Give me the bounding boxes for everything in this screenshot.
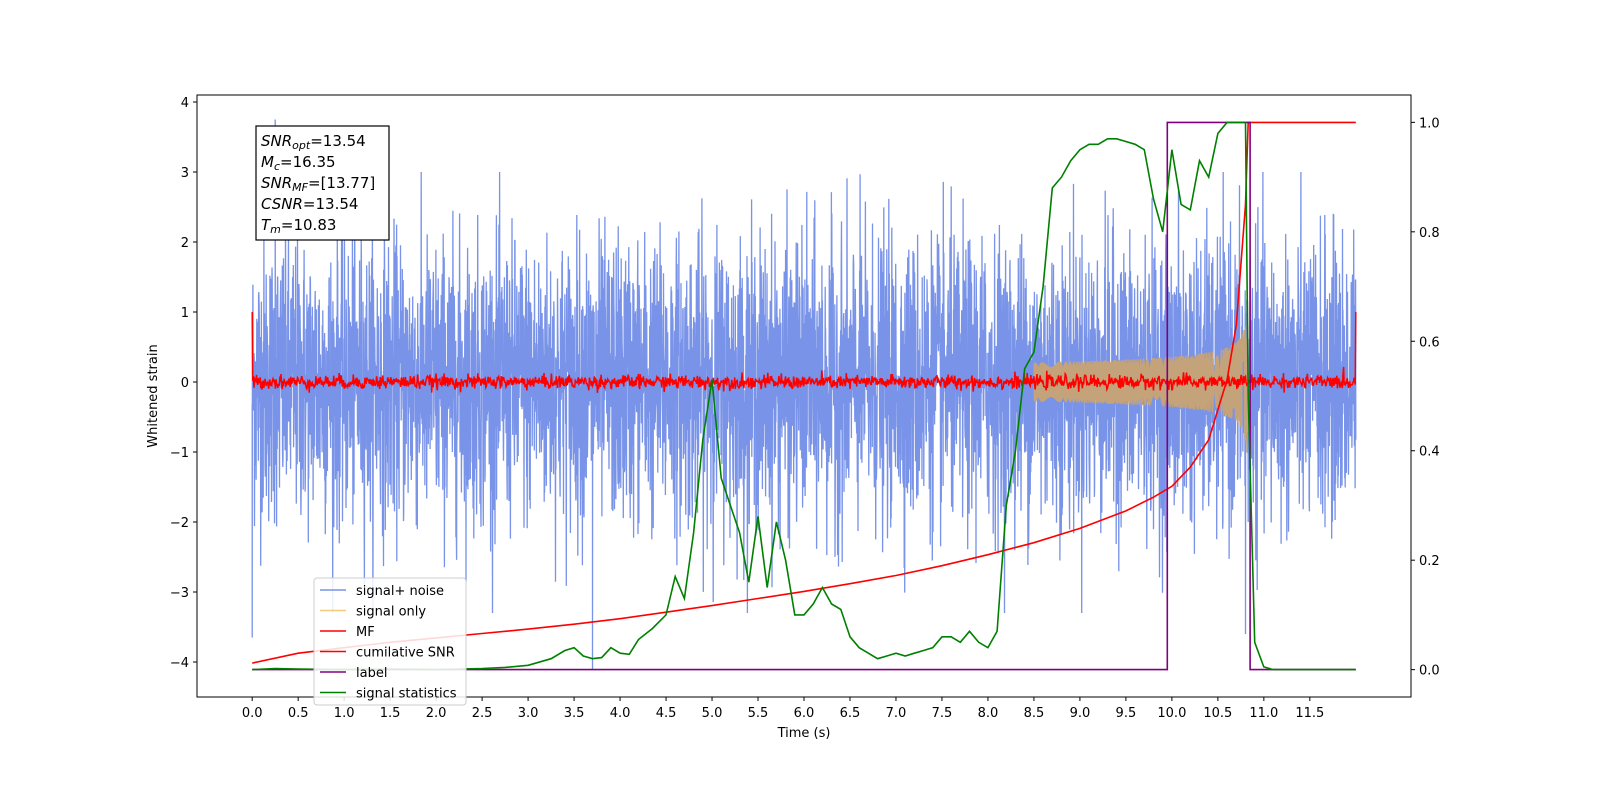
series-signal-noise-line (251, 119, 1357, 670)
x-tick-label: 6.0 (794, 706, 815, 721)
x-tick-label: 11.5 (1295, 706, 1324, 721)
y2-tick-label: 0.4 (1419, 445, 1440, 460)
x-tick-label: 5.5 (748, 706, 769, 721)
x-tick-label: 10.0 (1157, 706, 1186, 721)
annotation-line: Mc=16.35 (261, 153, 336, 173)
x-tick-label: 4.5 (656, 706, 677, 721)
annotation-box: SNRopt=13.54Mc=16.35SNRMF=[13.77]CSNR=13… (255, 125, 390, 241)
y2-tick-label: 0.6 (1419, 335, 1440, 350)
annotation-line: CSNR=13.54 (261, 195, 358, 213)
annotation-frame (255, 125, 390, 241)
x-tick-label: 5.0 (702, 706, 723, 721)
x-tick-label: 2.0 (426, 706, 447, 721)
y2-tick-label: 0.2 (1419, 554, 1440, 569)
x-tick-label: 8.0 (978, 706, 999, 721)
legend-frame (313, 577, 467, 706)
legend: signal+ noise signal only MF cumilative SNR… (313, 577, 467, 706)
x-tick-label: 8.5 (1024, 706, 1045, 721)
series-mf-line (251, 311, 1357, 393)
x-axis-label: Time (s) (777, 726, 831, 741)
legend-label: signal statistics (356, 687, 457, 702)
x-tick-label: 7.5 (932, 706, 953, 721)
x-tick-label: 3.5 (564, 706, 585, 721)
legend-label: MF (356, 625, 375, 640)
y-tick-label: 0 (181, 376, 189, 391)
x-tick-label: 6.5 (840, 706, 861, 721)
x-tick-label: 3.0 (518, 706, 539, 721)
axis-layer: 0.0 0.5 1.0 1.5 2.0 2.5 3.0 3.5 4.0 4.5 5.0 5.5 6.0 6… (170, 96, 1440, 721)
y-tick-label: 2 (181, 236, 189, 251)
y-tick-label: −3 (170, 586, 189, 601)
series-cumilative-snr-line (252, 121, 1356, 664)
annotation-line: SNRopt=13.54 (261, 132, 366, 152)
x-tick-label: 9.0 (1070, 706, 1091, 721)
y2-tick-label: 0.8 (1419, 226, 1440, 241)
legend-label: signal only (356, 605, 426, 620)
series-signal-statistics-line (252, 121, 1356, 671)
y-tick-label: −2 (170, 516, 189, 531)
annotation-line: SNRMF=[13.77] (261, 174, 375, 194)
y-tick-label: 1 (181, 306, 189, 321)
x-tick-label: 7.0 (886, 706, 907, 721)
y-tick-label: 4 (181, 96, 189, 111)
annotation-line: Tm=10.83 (261, 216, 336, 236)
legend-label: cumilative SNR (356, 646, 455, 661)
legend-label: label (356, 666, 387, 681)
y-axis-label: Whitened strain (146, 344, 161, 447)
x-tick-label: 9.5 (1116, 706, 1137, 721)
x-tick-label: 1.0 (334, 706, 355, 721)
y-tick-label: 3 (181, 166, 189, 181)
x-tick-label: 11.0 (1249, 706, 1278, 721)
x-tick-label: 10.5 (1203, 706, 1232, 721)
x-tick-label: 0.5 (288, 706, 309, 721)
x-tick-label: 4.0 (610, 706, 631, 721)
y2-tick-label: 0.0 (1419, 664, 1440, 679)
y-tick-label: −4 (170, 656, 189, 671)
series-layer (251, 119, 1357, 671)
x-tick-label: 0.0 (242, 706, 263, 721)
y2-tick-label: 1.0 (1419, 116, 1440, 131)
y-tick-label: −1 (170, 446, 189, 461)
x-tick-label: 2.5 (472, 706, 493, 721)
x-tick-label: 1.5 (380, 706, 401, 721)
legend-label: signal+ noise (356, 584, 444, 599)
series-signal-only-line (1033, 300, 1249, 453)
series-label-line (252, 121, 1356, 671)
